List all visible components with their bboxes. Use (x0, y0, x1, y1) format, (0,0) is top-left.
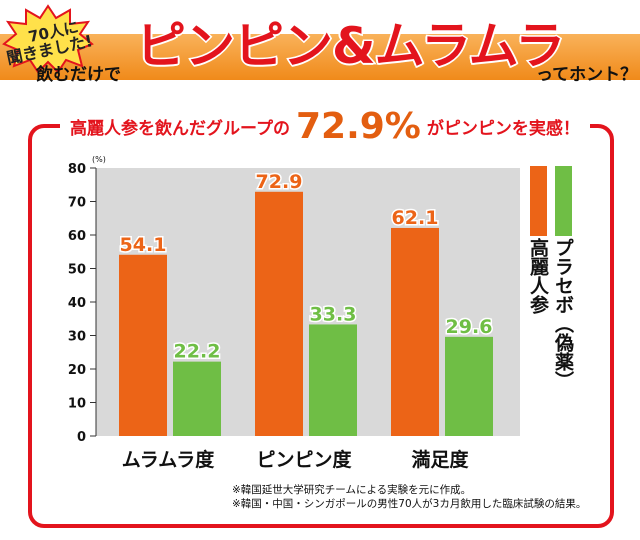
subtitle-value: 72.9% (295, 106, 421, 147)
y-tick-label: 50 (68, 263, 86, 278)
y-tick-label: 40 (68, 296, 86, 311)
y-tick-label: 20 (68, 363, 86, 378)
footnote-2: ※韓国・中国・シンガポールの男性70人が3カ月飲用した臨床試験の結果。 (232, 498, 587, 510)
legend-swatch-placebo (555, 166, 572, 236)
header-banner: 70人に 聞きました! 飲むだけで ピンピン&ムラムラ ってホント？ (0, 4, 640, 85)
bar-placebo (309, 324, 357, 436)
y-tick-label: 80 (68, 162, 86, 177)
subtitle-suffix: がピンピンを実感！ (426, 119, 580, 139)
bar-ginseng (391, 227, 439, 436)
starburst-icon (2, 4, 94, 74)
tail-text: ってホント？ (536, 65, 638, 85)
legend-label-ginseng: 高麗人参 (527, 238, 549, 314)
x-category-label: ムラムラ度 (122, 448, 216, 471)
y-tick-label: 70 (68, 196, 86, 211)
legend-label-placebo: プラセボ（偽薬） (552, 238, 574, 390)
lead-text: 飲むだけで (36, 65, 121, 85)
legend-swatch-ginseng (530, 166, 547, 236)
footnote-1: ※韓国延世大学研究チームによる実験を元に作成。 (232, 484, 472, 496)
y-tick-label: 10 (68, 397, 86, 412)
bar-ginseng (119, 254, 167, 436)
y-unit-label: (%) (92, 155, 106, 164)
x-category-label: ピンピン度 (256, 448, 352, 471)
bar-value-label: 29.6 (446, 316, 493, 338)
y-tick-label: 0 (77, 430, 86, 445)
bar-placebo (173, 361, 221, 436)
bar-placebo (445, 336, 493, 436)
bar-value-label: 72.9 (256, 171, 303, 193)
bar-value-label: 33.3 (310, 303, 357, 325)
y-tick-label: 30 (68, 330, 86, 345)
bar-value-label: 22.2 (174, 341, 221, 363)
x-category-label: 満足度 (411, 448, 469, 471)
banner-bar (0, 34, 640, 80)
bar-value-label: 62.1 (392, 207, 439, 229)
headline: ピンピン&ムラムラ (134, 16, 566, 77)
y-tick-label: 60 (68, 229, 86, 244)
bar-ginseng (255, 191, 303, 436)
bar-value-label: 54.1 (120, 234, 167, 256)
subtitle-prefix: 高麗人参を飲んだグループの (70, 119, 290, 139)
chart-subtitle: 高麗人参を飲んだグループの 72.9% がピンピンを実感！ (60, 106, 590, 150)
